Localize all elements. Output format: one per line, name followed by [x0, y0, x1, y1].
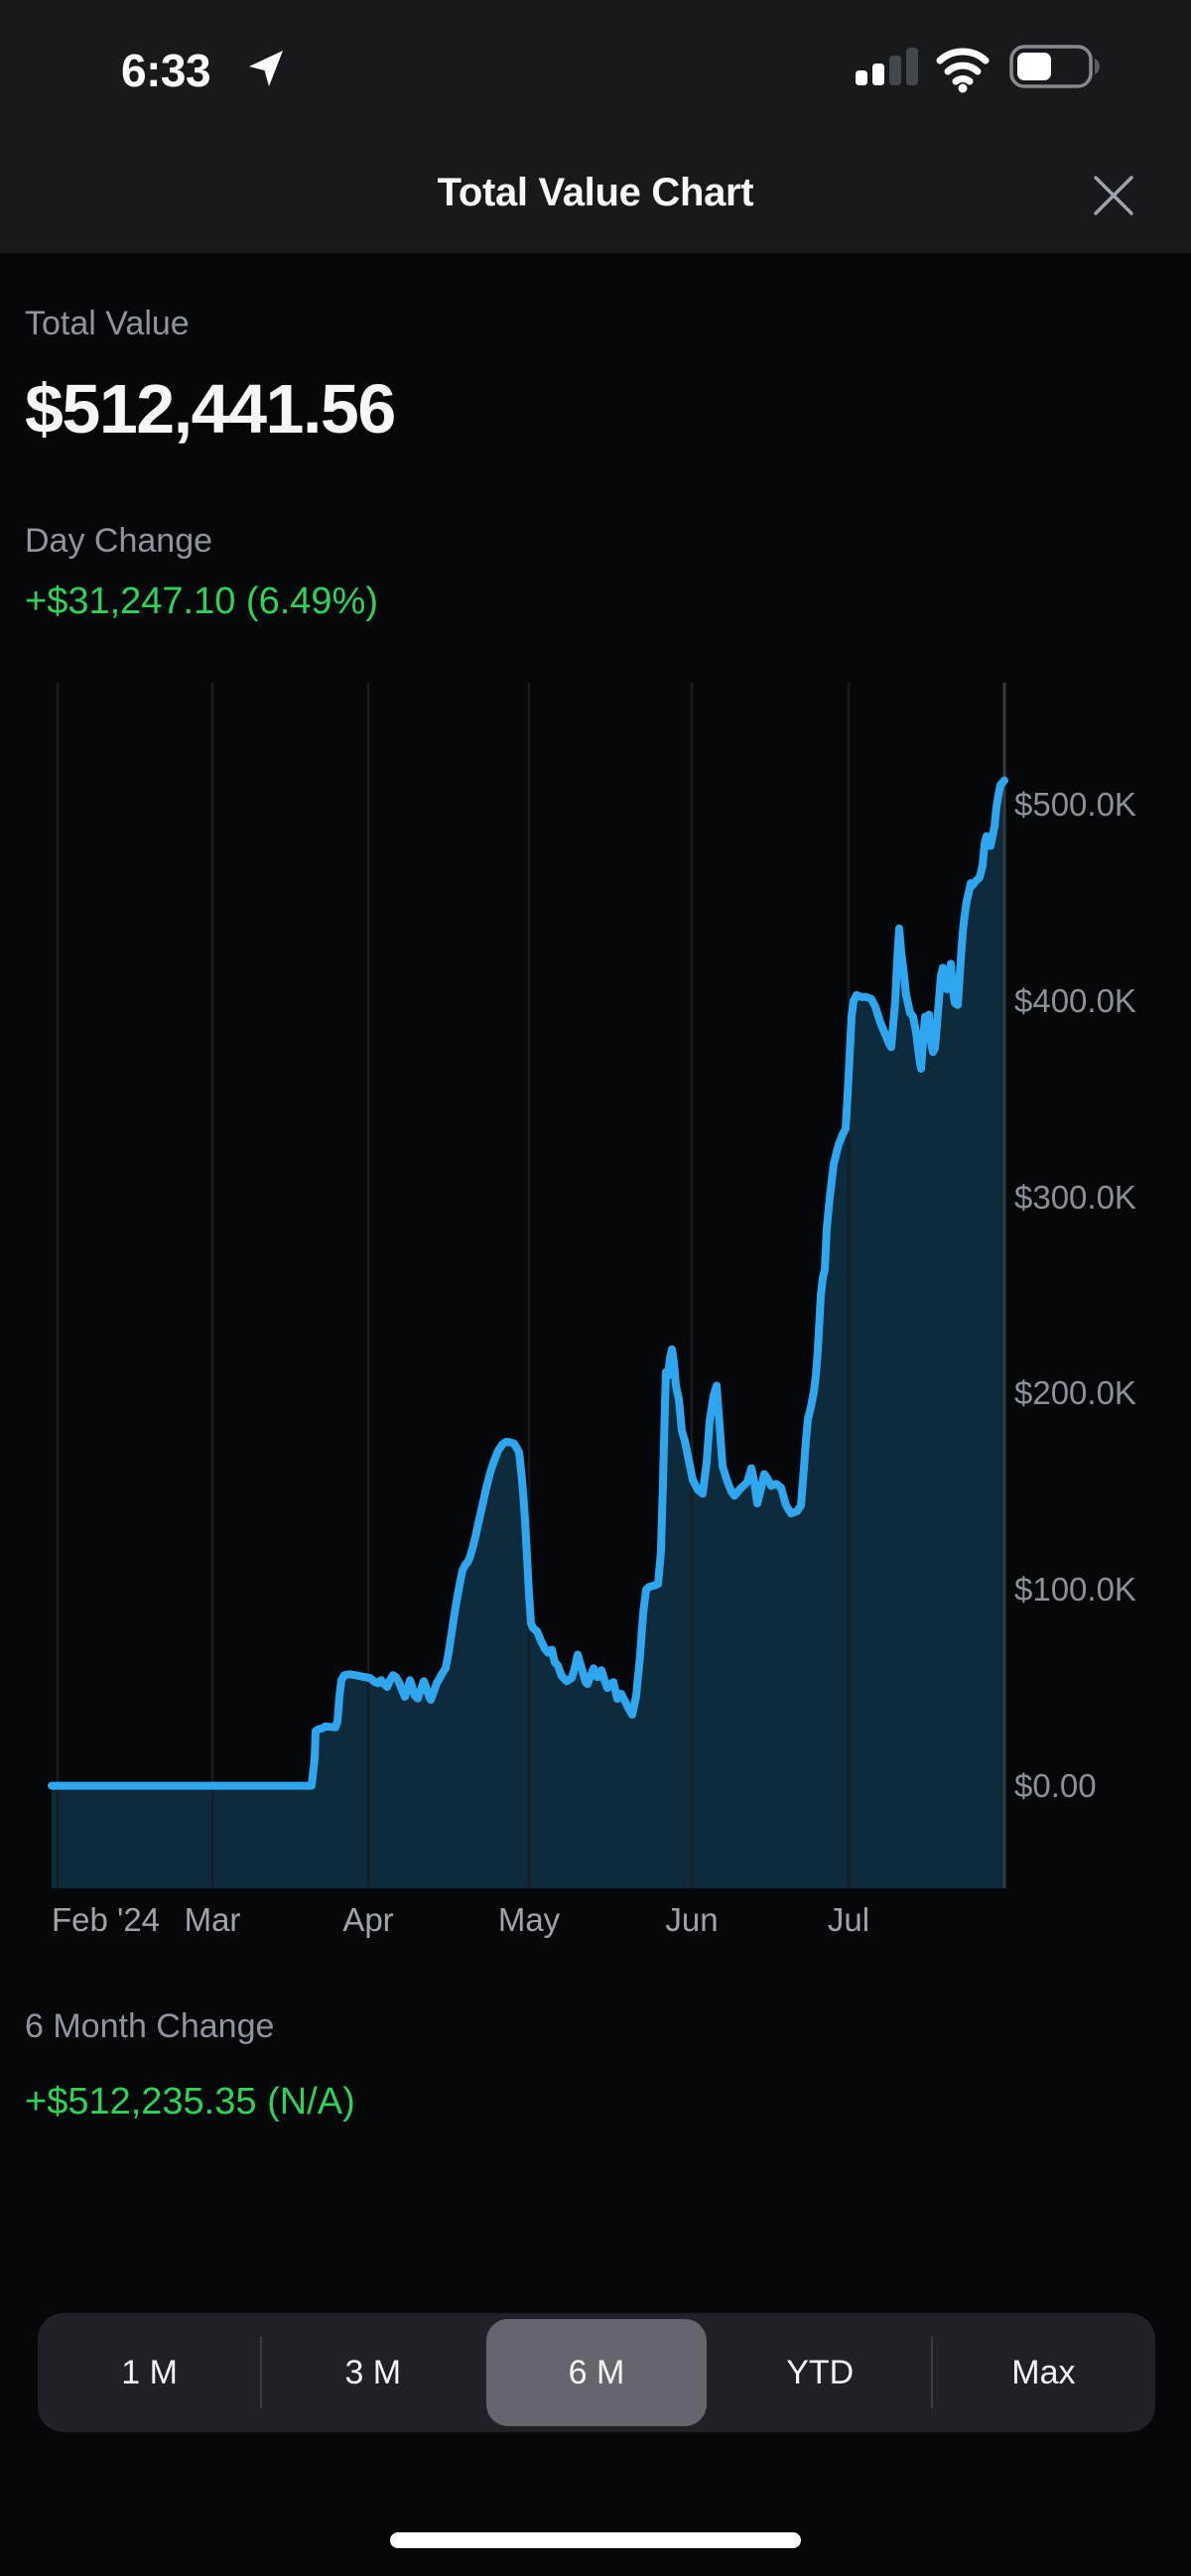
range-option-1m[interactable]: 1 M [38, 2313, 261, 2432]
range-selector: 1 M 3 M 6 M YTD Max [38, 2313, 1155, 2432]
y-axis-tick-label: $100.0K [1014, 1571, 1136, 1609]
x-axis-tick-label: Mar [184, 1901, 241, 1938]
range-option-ytd[interactable]: YTD [709, 2313, 932, 2432]
x-axis-tick-label: Jun [665, 1901, 719, 1938]
y-axis-tick-label: $200.0K [1014, 1374, 1136, 1412]
y-axis-tick-label: $0.00 [1014, 1767, 1097, 1804]
range-option-6m[interactable]: 6 M [484, 2313, 708, 2432]
header: 6:33 Total Value Chart [0, 0, 1191, 253]
x-axis-tick-label: Apr [342, 1901, 394, 1938]
range-option-label: 1 M [121, 2353, 178, 2391]
period-change-value: +$512,235.35 (N/A) [25, 2081, 355, 2123]
range-option-label: Max [1011, 2353, 1076, 2391]
range-option-3m[interactable]: 3 M [261, 2313, 484, 2432]
range-option-label: 3 M [344, 2353, 402, 2391]
page-title: Total Value Chart [437, 171, 754, 214]
y-axis-tick-label: $300.0K [1014, 1178, 1136, 1216]
total-value: $512,441.56 [25, 370, 396, 448]
chart-value-line [48, 776, 1008, 1790]
location-arrow-icon [249, 51, 283, 86]
range-option-label: 6 M [568, 2353, 625, 2391]
range-option-label: YTD [786, 2353, 855, 2391]
day-change-label: Day Change [25, 522, 213, 560]
day-change-value: +$31,247.10 (6.49%) [25, 580, 378, 622]
segment-divider [260, 2337, 263, 2408]
cellular-signal-icon [856, 48, 918, 85]
status-time: 6:33 [121, 45, 211, 96]
range-option-max[interactable]: Max [932, 2313, 1155, 2432]
wifi-icon [936, 48, 990, 93]
battery-icon [1009, 45, 1100, 88]
period-change-label: 6 Month Change [25, 2007, 275, 2045]
home-indicator[interactable] [390, 2532, 801, 2548]
close-button[interactable] [1088, 170, 1139, 221]
x-axis-tick-label: Feb '24 [52, 1901, 161, 1938]
x-axis-tick-label: Jul [827, 1901, 870, 1938]
y-axis-tick-label: $400.0K [1014, 981, 1136, 1019]
close-icon [1094, 176, 1133, 215]
total-value-label: Total Value [25, 305, 190, 342]
y-axis-tick-label: $500.0K [1014, 786, 1136, 823]
chart-area-fill [52, 780, 1004, 1888]
segment-divider [930, 2337, 933, 2408]
x-axis-tick-label: May [497, 1901, 561, 1938]
range-selected-thumb [486, 2319, 707, 2426]
